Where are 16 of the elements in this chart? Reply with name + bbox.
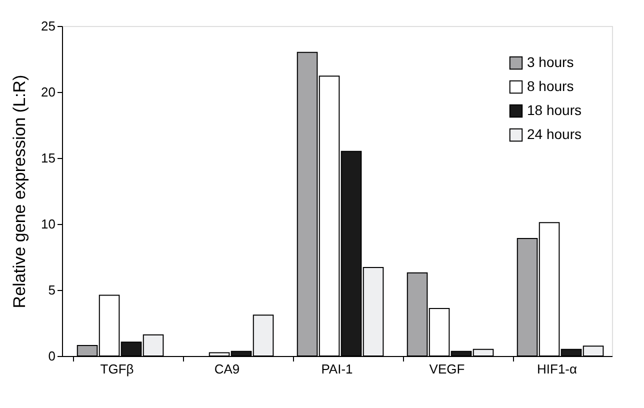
- y-tick-label: 0: [48, 348, 56, 364]
- y-tick-label: 20: [41, 84, 56, 100]
- x-tick-label: HIF1-α: [536, 362, 578, 376]
- y-tick-label: 10: [41, 216, 56, 232]
- legend-label: 8 hours: [527, 78, 574, 94]
- x-tick-label: PAI-1: [321, 362, 353, 376]
- x-tick-label: VEGF: [429, 362, 465, 376]
- y-tick-label: 25: [41, 18, 56, 34]
- y-tick-label: 15: [41, 150, 56, 166]
- y-axis-title: Relative gene expression (L:R): [10, 74, 30, 308]
- legend-label: 24 hours: [527, 126, 582, 142]
- x-tick-label: CA9: [214, 362, 240, 376]
- y-tick-label: 5: [48, 282, 56, 298]
- x-tick-label: TGFβ: [100, 362, 134, 376]
- legend-label: 3 hours: [527, 54, 574, 70]
- legend-label: 18 hours: [527, 102, 582, 118]
